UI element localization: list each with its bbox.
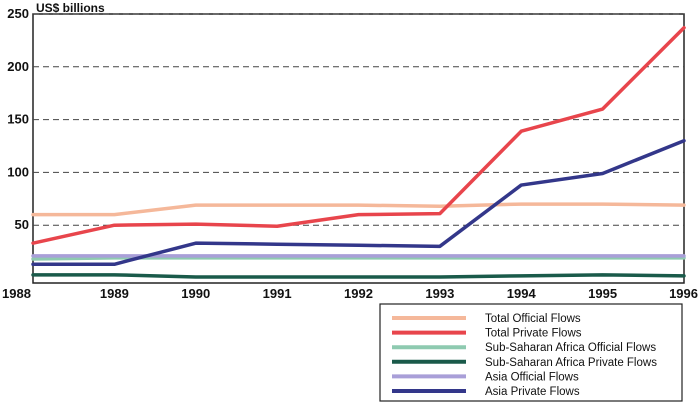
y-axis-unit-label: US$ billions bbox=[36, 1, 105, 15]
legend-label: Total Official Flows bbox=[485, 313, 581, 325]
legend-label: Total Private Flows bbox=[485, 328, 582, 340]
legend-label: Asia Private Flows bbox=[485, 386, 580, 398]
x-tick-label: 1992 bbox=[344, 286, 373, 301]
legend-label: Asia Official Flows bbox=[485, 371, 579, 383]
x-tick-label: 1996 bbox=[669, 286, 698, 301]
x-axis: 1988 1989 1990 1991 1992 1993 1994 1995 1996 bbox=[2, 286, 698, 301]
legend-label: Sub-Saharan Africa Private Flows bbox=[485, 357, 657, 369]
series-lines bbox=[31, 25, 686, 279]
y-tick-label: 150 bbox=[7, 112, 29, 127]
series-line-asia-private-flows bbox=[31, 138, 686, 267]
x-tick-label: 1988 bbox=[2, 286, 31, 301]
series-line-sub-saharan-africa-private-flows bbox=[31, 273, 686, 279]
x-tick-label: 1990 bbox=[181, 286, 210, 301]
y-tick-label: 50 bbox=[15, 217, 29, 232]
y-tick-label: 100 bbox=[7, 164, 29, 179]
legend: Total Official Flows Total Private Flows S… bbox=[392, 313, 657, 398]
legend-box bbox=[379, 303, 683, 402]
y-axis: 50 100 150 200 250 bbox=[7, 6, 29, 232]
legend-label: Sub-Saharan Africa Official Flows bbox=[485, 342, 656, 354]
x-tick-label: 1995 bbox=[588, 286, 617, 301]
x-tick-label: 1989 bbox=[100, 286, 129, 301]
x-tick-label: 1993 bbox=[425, 286, 454, 301]
x-tick-label: 1994 bbox=[507, 286, 537, 301]
y-tick-label: 200 bbox=[7, 59, 29, 74]
x-tick-label: 1991 bbox=[263, 286, 292, 301]
series-line-total-official-flows bbox=[31, 202, 686, 217]
series-line-total-private-flows bbox=[31, 25, 686, 245]
gridlines bbox=[33, 13, 684, 226]
y-tick-label: 250 bbox=[7, 6, 29, 21]
plot-area bbox=[32, 13, 685, 284]
